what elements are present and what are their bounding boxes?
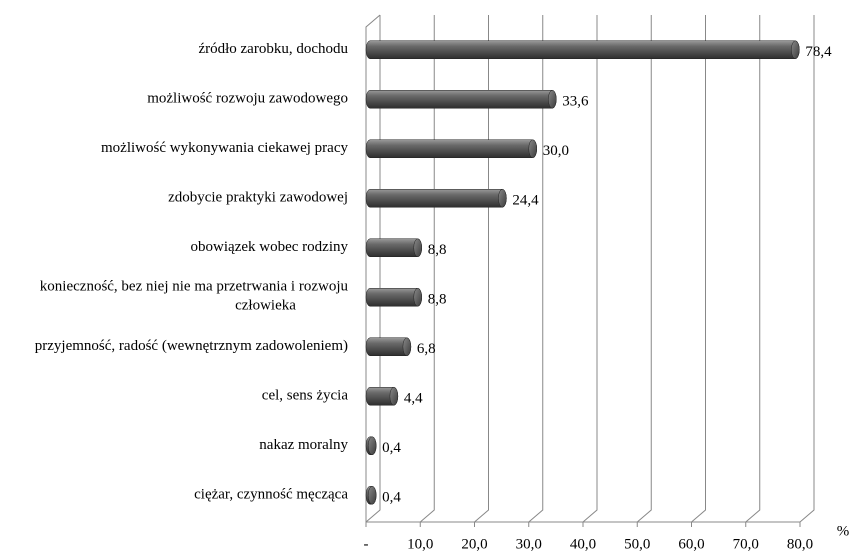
category-label: możliwość rozwoju zawodowego <box>147 91 348 107</box>
bar-body <box>365 139 537 158</box>
value-label: 6,8 <box>417 341 436 357</box>
grid-line <box>745 15 761 523</box>
grid-line <box>528 15 544 523</box>
bar-cap <box>498 189 507 208</box>
value-label: 8,8 <box>428 242 447 258</box>
category-label-line: konieczność, bez niej nie ma przetrwania… <box>40 279 349 295</box>
value-label: 0,4 <box>382 440 401 456</box>
bar <box>365 189 507 208</box>
grid-line <box>582 15 598 523</box>
x-tick-label: 60,0 <box>678 536 704 552</box>
x-tick-label: 40,0 <box>570 536 596 552</box>
bar-body <box>365 288 422 307</box>
value-label: 4,4 <box>404 391 423 407</box>
x-tick-label: 10,0 <box>407 536 433 552</box>
left-wall <box>365 14 381 522</box>
bar-cap <box>791 40 800 59</box>
bar-body <box>365 40 800 59</box>
x-tick-label: - <box>364 536 369 552</box>
bar-cap <box>548 90 557 109</box>
bar-cap <box>367 436 377 455</box>
value-label: 0,4 <box>382 490 401 506</box>
bar <box>365 90 557 109</box>
category-label: ciężar, czynność męcząca <box>194 487 348 503</box>
category-label: przyjemność, radość (wewnętrznym zadowol… <box>35 338 348 354</box>
bar-cap <box>413 238 422 257</box>
category-label: możliwość wykonywania ciekawej pracy <box>101 140 348 156</box>
category-label: zdobycie praktyki zawodowej <box>168 190 348 206</box>
grid-line <box>419 15 435 523</box>
value-label: 8,8 <box>428 292 447 308</box>
x-tick-label: 20,0 <box>461 536 487 552</box>
bar <box>365 486 377 505</box>
bar-cap <box>413 288 422 307</box>
x-tick-label: 30,0 <box>516 536 542 552</box>
bar <box>365 387 399 406</box>
grid-line <box>799 15 815 523</box>
bar-body <box>365 189 507 208</box>
x-tick-label: 50,0 <box>624 536 650 552</box>
category-label: konieczność, bez niej nie ma przetrwania… <box>40 279 349 314</box>
category-label: obowiązek wobec rodziny <box>191 239 349 255</box>
x-tick-label: 80,0 <box>787 536 813 552</box>
grid-line <box>365 15 381 523</box>
value-label: 33,6 <box>562 94 589 110</box>
bar <box>365 238 422 257</box>
bar-cap <box>389 387 399 406</box>
bar-body <box>365 238 422 257</box>
bar-cap <box>528 139 537 158</box>
bar <box>365 436 377 455</box>
grid-line <box>636 15 652 523</box>
x-tick-label: 70,0 <box>733 536 759 552</box>
grid-line <box>474 15 489 523</box>
value-label: 30,0 <box>543 143 569 159</box>
x-axis-label: % <box>837 523 850 539</box>
value-label: 24,4 <box>512 193 539 209</box>
bar <box>365 288 422 307</box>
bar <box>365 337 412 356</box>
value-label: 78,4 <box>805 44 832 60</box>
grid-line <box>691 15 706 523</box>
category-label: źródło zarobku, dochodu <box>198 41 348 57</box>
category-label: nakaz moralny <box>259 437 348 453</box>
bar-cap <box>367 486 377 505</box>
bar-body <box>365 90 557 109</box>
bar <box>365 139 537 158</box>
bar-cap <box>402 337 412 356</box>
category-label: cel, sens życia <box>262 388 349 404</box>
bar <box>365 40 800 59</box>
category-label-line: człowieka <box>235 298 296 314</box>
